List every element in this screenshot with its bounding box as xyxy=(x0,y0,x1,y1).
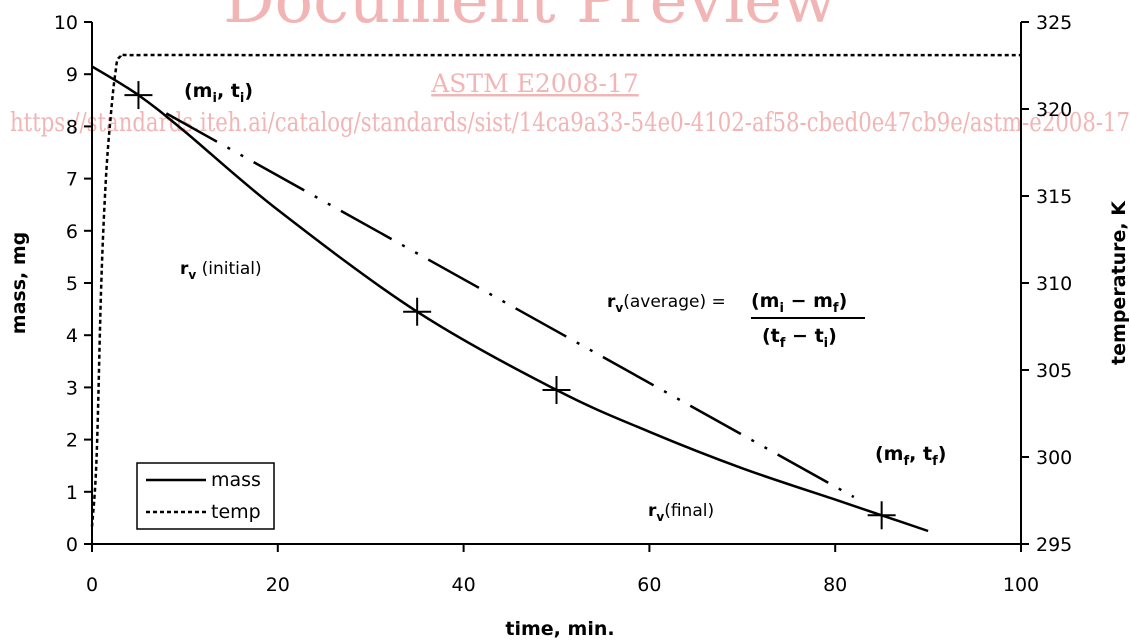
y-axis-title: mass, mg xyxy=(8,232,30,334)
y-tick-label: 8 xyxy=(66,116,78,138)
y2-tick-label: 295 xyxy=(1036,534,1072,556)
watermark-title: Document Preview xyxy=(223,0,837,38)
watermark-url: https://standards.iteh.ai/catalog/standa… xyxy=(10,108,1130,138)
annotation-mf-tf: (mf, tf) xyxy=(875,443,946,469)
x-tick-label: 60 xyxy=(637,574,661,596)
annotation-mi-ti: (mi, ti) xyxy=(184,80,253,106)
y-tick-label: 9 xyxy=(66,64,78,86)
cross-marker xyxy=(542,376,571,405)
cross-marker xyxy=(124,81,153,110)
ticks: 0 1 2 3 4 5 6 7 8 9 10 295 300 305 310 315 320 325 0 20 40 60… xyxy=(54,12,1072,596)
markers xyxy=(124,81,896,530)
y2-tick-label: 320 xyxy=(1036,99,1072,121)
y-tick-label: 1 xyxy=(66,482,78,504)
annotation-rv-average: rv(average) = (mi − mf) (tf − ti) xyxy=(607,290,865,351)
x-tick-label: 0 xyxy=(86,574,98,596)
x-tick-label: 20 xyxy=(266,574,290,596)
y2-tick-label: 315 xyxy=(1036,186,1072,208)
y-tick-label: 4 xyxy=(66,325,78,347)
cross-marker xyxy=(867,501,896,530)
series-layer xyxy=(90,53,1021,533)
average-rate-line xyxy=(165,112,855,499)
cross-marker xyxy=(403,297,432,326)
series-temp-line xyxy=(90,53,1021,527)
y-tick-label: 10 xyxy=(54,12,78,34)
legend: mass temp xyxy=(136,462,275,530)
watermark-code: ASTM E2008-17 xyxy=(430,69,639,98)
x-tick-label: 40 xyxy=(452,574,476,596)
y-tick-label: 0 xyxy=(66,534,78,556)
y2-tick-label: 300 xyxy=(1036,447,1072,469)
y-tick-label: 6 xyxy=(66,221,78,243)
x-tick-label: 100 xyxy=(1003,574,1039,596)
annotation-rv-final: rv(final) xyxy=(648,501,714,524)
x-axis-title: time, min. xyxy=(505,618,614,640)
y-tick-label: 5 xyxy=(66,273,78,295)
y2-tick-label: 325 xyxy=(1036,12,1072,34)
y2-axis-title: temperature, K xyxy=(1108,200,1130,365)
y-tick-label: 2 xyxy=(66,430,78,452)
legend-box xyxy=(136,462,275,530)
y2-tick-label: 305 xyxy=(1036,360,1072,382)
y-tick-label: 7 xyxy=(66,169,78,191)
y-tick-label: 3 xyxy=(66,377,78,399)
watermark: Document Preview ASTM E2008-17 https://s… xyxy=(10,0,1130,138)
annotation-rv-initial: rv (initial) xyxy=(180,259,262,282)
rv-average-numerator: (mi − mf) xyxy=(751,290,847,316)
y2-tick-label: 310 xyxy=(1036,273,1072,295)
legend-label-mass: mass xyxy=(211,469,261,491)
legend-label-temp: temp xyxy=(211,501,261,523)
series-mass-line xyxy=(91,65,929,533)
x-tick-label: 80 xyxy=(823,574,847,596)
rv-average-denominator: (tf − ti) xyxy=(762,325,837,351)
rv-average-label: rv(average) = xyxy=(607,292,726,315)
